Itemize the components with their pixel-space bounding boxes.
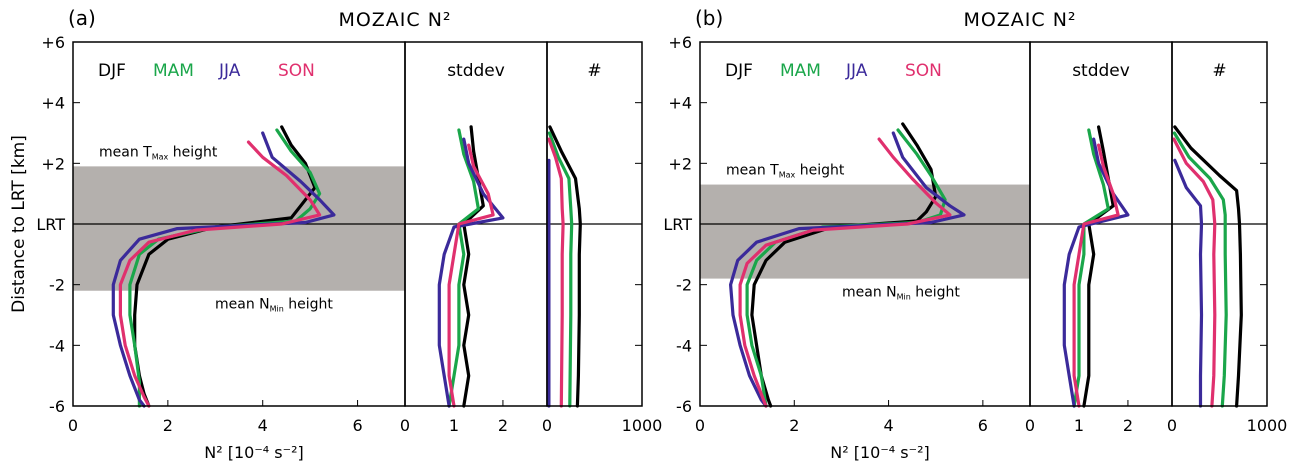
y-tick-label: -4 [49,336,65,355]
y-tick-label: LRT [36,215,65,234]
series-line-jja [1173,158,1204,408]
legend-djf: DJF [98,61,126,81]
y-tick-label: +6 [668,33,692,52]
x-tick-label: 1000 [1247,416,1288,435]
series-line-son [1172,137,1217,408]
legend-son: SON [905,61,942,81]
panel-title: MOZAIC N² [338,9,451,31]
x-tick-label: 2 [498,416,508,435]
annotation-nmin-text: mean N [842,285,897,301]
y-tick-label: -2 [49,276,65,295]
subplot-frame [1171,41,1268,407]
annotation-tmax-text: mean T [99,144,152,160]
panel-label: (a) [68,6,96,30]
annotation-nmin: mean NMin height [842,285,960,302]
subplot-frame [546,41,643,407]
series-line-jja [111,131,336,408]
x-tick-label: 0 [695,416,705,435]
subplot-header: # [1212,61,1226,81]
series-line-son [547,137,565,408]
legend-mam: MAM [153,61,194,81]
y-tick-label: -6 [676,397,692,416]
annotation-tmax: mean TMax height [99,144,218,161]
annotation-tmax: mean TMax height [726,163,845,180]
annotation-tmax-tail: height [795,163,845,179]
series-line-son [738,137,952,408]
x-tick-label: 0 [1025,416,1035,435]
annotation-tmax-sub: Max [779,171,796,180]
x-tick-label: 6 [352,416,362,435]
y-tick-label: -4 [676,336,692,355]
subplot-header: stddev [1072,61,1130,81]
x-tick-label: 4 [883,416,893,435]
x-tick-label: 6 [978,416,988,435]
x-tick-label: 0 [1167,416,1177,435]
legend-mam: MAM [780,61,821,81]
x-tick-label: 0 [68,416,78,435]
annotation-nmin-sub: Min [270,305,284,314]
x-tick-label: 1 [1074,416,1084,435]
shaded-band [700,184,1030,279]
series-line-djf [1082,125,1115,408]
annotation-nmin-tail: height [911,285,961,301]
series-line-djf [1173,125,1243,408]
series-line-djf [548,125,582,408]
x-tick-label: 1000 [622,416,663,435]
annotation-tmax-text: mean T [726,163,779,179]
series-line-jja [437,137,505,408]
subplot-header: # [587,61,601,81]
x-tick-label: 2 [789,416,799,435]
x-tick-label: 1 [449,416,459,435]
annotation-nmin-sub: Min [897,293,911,302]
series-line-jja [729,131,966,408]
x-tick-label: 0 [400,416,410,435]
series-line-mam [1172,131,1228,408]
y-tick-label: -2 [676,276,692,295]
series-line-mam [447,128,480,408]
series-line-mam [1072,128,1110,408]
y-tick-label: +6 [41,33,65,52]
y-axis-label: Distance to LRT [km] [9,135,29,313]
annotation-nmin-tail: height [284,297,334,313]
y-tick-label: -6 [49,397,65,416]
panel-label: (b) [695,6,723,30]
y-tick-label: LRT [663,215,692,234]
series-line-son [1072,143,1120,408]
legend-jja: JJA [218,61,241,81]
y-tick-label: +2 [41,154,65,173]
legend-djf: DJF [725,61,753,81]
panel-b: (b) MOZAIC N² -6 -4 -2 LRT +2 +4 +6 0 2 4 6 N² [10⁻⁴ … [663,6,1287,462]
annotation-tmax-sub: Max [152,152,169,161]
series-line-son [447,143,495,408]
legend-jja: JJA [845,61,868,81]
legend-son: SON [278,61,315,81]
x-axis-label: N² [10⁻⁴ s⁻²] [830,443,929,462]
panel-a: (a) MOZAIC N² -6 -4 -2 LRT +2 +4 +6 Distance to L… [9,6,662,462]
x-tick-label: 2 [1123,416,1133,435]
annotation-nmin-text: mean N [215,297,270,313]
series-line-mam [547,131,574,408]
subplot-header: stddev [447,61,505,81]
x-tick-label: 0 [542,416,552,435]
annotation-nmin: mean NMin height [215,297,333,314]
x-axis-label: N² [10⁻⁴ s⁻²] [204,443,303,462]
x-tick-label: 2 [163,416,173,435]
annotation-tmax-tail: height [168,144,218,160]
y-tick-label: +4 [668,94,692,113]
x-tick-label: 4 [258,416,268,435]
y-tick-label: +2 [668,154,692,173]
panel-title: MOZAIC N² [963,9,1076,31]
y-tick-label: +4 [41,94,65,113]
series-line-son [118,140,322,408]
